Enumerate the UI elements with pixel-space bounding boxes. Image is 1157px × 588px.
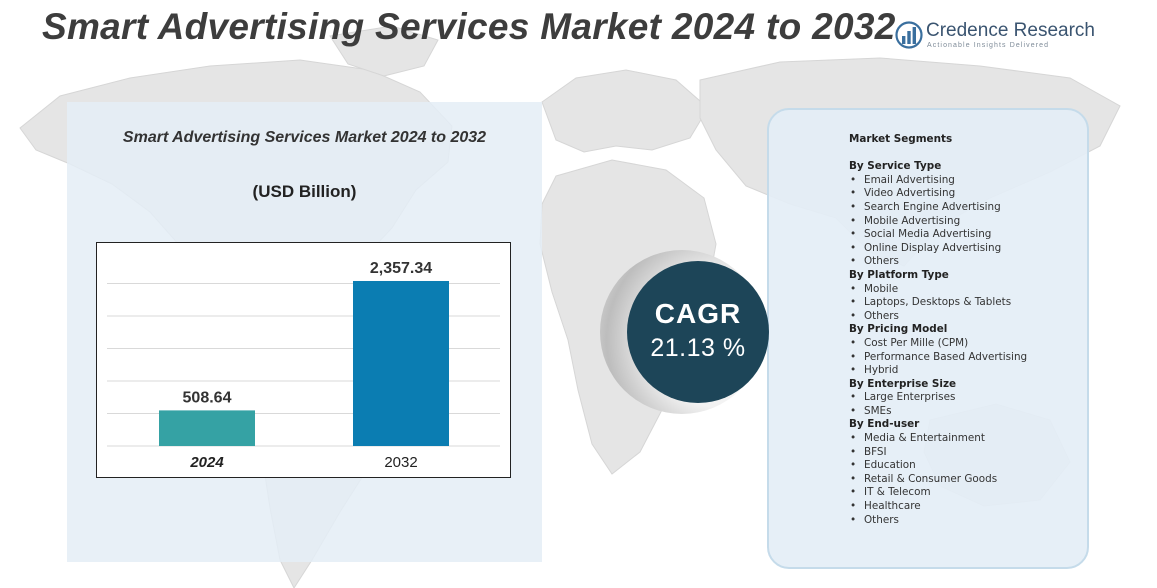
- segment-item-label: IT & Telecom: [864, 486, 931, 499]
- bullet-icon: •: [850, 173, 857, 186]
- bullet-icon: •: [850, 255, 857, 268]
- segment-item: • Others: [849, 514, 1079, 528]
- segments-panel: [767, 108, 1089, 569]
- bullet-icon: •: [850, 309, 857, 322]
- segment-item-label: Search Engine Advertising: [864, 200, 1001, 213]
- segment-group-title: By Pricing Model: [849, 323, 948, 336]
- segment-groups: By Service Type • Email Advertising • Video …: [849, 160, 1079, 527]
- bullet-icon: •: [850, 282, 857, 295]
- cagr-badge: CAGR 21.13 %: [627, 261, 769, 403]
- bullet-icon: •: [850, 500, 857, 513]
- bar-2024: [159, 410, 255, 446]
- segment-item: • Online Display Advertising: [849, 242, 1079, 256]
- segment-item-label: Cost Per Mille (CPM): [864, 336, 969, 349]
- segment-item-label: BFSI: [864, 445, 887, 458]
- segment-item-label: Mobile Advertising: [864, 214, 961, 227]
- segment-item: • Others: [849, 255, 1079, 269]
- segment-group-title: By Service Type: [849, 160, 942, 173]
- segment-item-label: Video Advertising: [864, 187, 956, 200]
- segment-item: • Cost Per Mille (CPM): [849, 337, 1079, 351]
- segment-group-title: By End-user: [849, 418, 920, 431]
- bullet-icon: •: [850, 445, 857, 458]
- bullet-icon: •: [850, 472, 857, 485]
- bullet-icon: •: [850, 404, 857, 417]
- segment-item-label: Mobile: [864, 282, 899, 295]
- bullet-icon: •: [850, 200, 857, 213]
- market-segments-list: Market Segments By Service Type • Email Ad…: [849, 133, 1079, 527]
- bar-chart-globe-icon: [895, 21, 923, 49]
- segment-item: • Healthcare: [849, 500, 1079, 514]
- map-europe: [541, 69, 709, 153]
- segment-item-label: Performance Based Advertising: [864, 350, 1028, 363]
- bullet-icon: •: [850, 432, 857, 445]
- bar-2032: [353, 280, 449, 446]
- data-label: 508.64: [183, 389, 232, 406]
- segment-item-label: Online Display Advertising: [864, 241, 1002, 254]
- segment-item: • IT & Telecom: [849, 486, 1079, 500]
- segment-item-label: Social Media Advertising: [864, 228, 992, 241]
- segments-heading: Market Segments: [849, 133, 953, 145]
- segment-item: • BFSI: [849, 446, 1079, 460]
- page-title: Smart Advertising Services Market 2024 t…: [42, 6, 896, 47]
- bar-chart: 508.64 2024 2,357.34 2032: [96, 242, 511, 478]
- segment-item: • Large Enterprises: [849, 391, 1079, 405]
- segment-item-label: Hybrid: [864, 364, 899, 377]
- segment-item: • Video Advertising: [849, 187, 1079, 201]
- segment-item-label: Others: [864, 513, 899, 526]
- bullet-icon: •: [850, 214, 857, 227]
- map-greenland: [329, 25, 439, 77]
- data-label: 2,357.34: [370, 260, 432, 277]
- segment-item: • Media & Entertainment: [849, 432, 1079, 446]
- bullet-icon: •: [850, 336, 857, 349]
- bullet-icon: •: [850, 486, 857, 499]
- chart-unit-label: (USD Billion): [252, 182, 357, 201]
- segment-item-label: Education: [864, 459, 916, 472]
- brand-logo: Credence Research Actionable Insights De…: [895, 20, 1095, 54]
- segment-item-label: SMEs: [864, 404, 892, 417]
- segment-item: • Mobile: [849, 283, 1079, 297]
- segment-item: • Hybrid: [849, 364, 1079, 378]
- bullet-icon: •: [850, 391, 857, 404]
- segment-item: • Retail & Consumer Goods: [849, 473, 1079, 487]
- segment-item: • Laptops, Desktops & Tablets: [849, 296, 1079, 310]
- bullet-icon: •: [850, 187, 857, 200]
- segment-item-label: Email Advertising: [864, 173, 955, 186]
- category-label: 2032: [384, 454, 417, 471]
- segment-item: • Email Advertising: [849, 174, 1079, 188]
- segment-item: • Mobile Advertising: [849, 215, 1079, 229]
- segment-item: • Education: [849, 459, 1079, 473]
- bullet-icon: •: [850, 513, 857, 526]
- segment-item-label: Media & Entertainment: [864, 432, 985, 445]
- segment-item-label: Healthcare: [864, 500, 921, 513]
- segment-item-label: Large Enterprises: [864, 391, 956, 404]
- segment-item: • Others: [849, 310, 1079, 324]
- bullet-icon: •: [850, 241, 857, 254]
- segment-item: • Performance Based Advertising: [849, 351, 1079, 365]
- bullet-icon: •: [850, 296, 857, 309]
- segment-item: • Social Media Advertising: [849, 228, 1079, 242]
- segment-item-label: Retail & Consumer Goods: [864, 472, 998, 485]
- segment-item-label: Others: [864, 255, 899, 268]
- chart-title: Smart Advertising Services Market 2024 t…: [122, 129, 487, 146]
- segment-item: • Search Engine Advertising: [849, 201, 1079, 215]
- segment-item: • SMEs: [849, 405, 1079, 419]
- bar-chart-canvas: 508.64 2024 2,357.34 2032: [107, 260, 500, 471]
- bullet-icon: •: [850, 350, 857, 363]
- segment-item-label: Laptops, Desktops & Tablets: [864, 296, 1012, 309]
- bullet-icon: •: [850, 364, 857, 377]
- cagr-value: 21.13 %: [650, 334, 746, 362]
- cagr-label: CAGR: [654, 298, 742, 329]
- segment-item-label: Others: [864, 309, 899, 322]
- category-label: 2024: [189, 454, 224, 471]
- brand-tagline: Actionable Insights Delivered: [927, 42, 1050, 49]
- brand-name: Credence Research: [926, 20, 1095, 41]
- segment-group-title: By Platform Type: [849, 268, 949, 281]
- segment-group-title: By Enterprise Size: [849, 377, 957, 390]
- bullet-icon: •: [850, 459, 857, 472]
- bullet-icon: •: [850, 228, 857, 241]
